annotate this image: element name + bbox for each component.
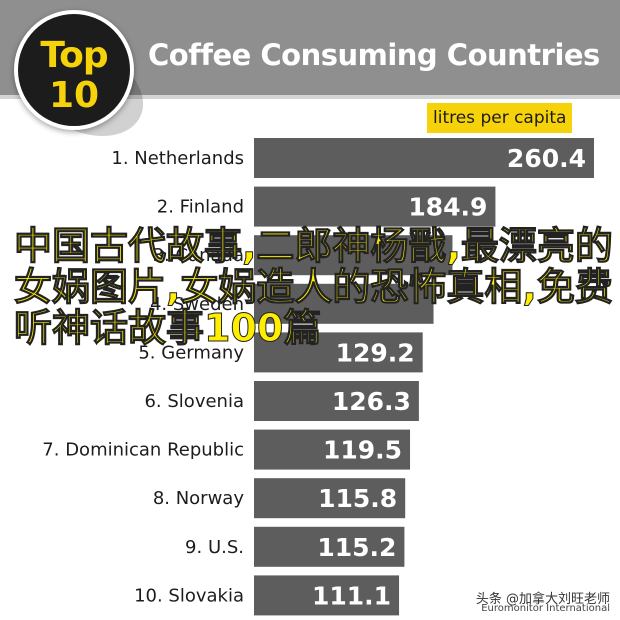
category-label-8: 8. Norway [153,488,245,509]
value-label-1: 260.4 [507,144,586,173]
value-label-8: 115.8 [318,484,397,513]
header-divider [0,95,620,99]
value-label-6: 126.3 [332,387,411,416]
value-label-7: 119.5 [323,436,402,465]
badge-top-label: Top [40,35,108,76]
category-label-4: 4. Sweden [150,294,244,315]
bar-5 [254,332,423,373]
category-label-2: 2. Finland [157,197,244,218]
bar-3 [254,235,453,276]
source-label: Euromonitor International [481,603,610,614]
value-label-2: 184.9 [408,193,487,222]
bar-1 [254,138,594,178]
value-label-10: 111.1 [312,581,391,610]
overlay-text: 中国古代故事,二郎神杨戬,最漂亮的女娲图片,女娲造人的恐怖真相,免费听神话故事1… [14,224,614,350]
bar-9 [254,526,405,567]
unit-label: litres per capita [427,103,573,133]
category-label-7: 7. Dominican Republic [42,440,244,461]
watermark: 头条 @加拿大刘旺老师 [475,592,610,607]
top-10-badge: Top 10 [14,10,134,130]
bar-10 [254,575,400,616]
category-label-9: 9. U.S. [185,537,244,558]
category-label-3: 3. Canada [153,245,244,266]
bar-2 [254,186,496,227]
category-label-6: 6. Slovenia [144,391,244,412]
category-label-10: 10. Slovakia [134,585,244,606]
bar-4 [254,283,434,324]
category-label-5: 5. Germany [138,342,244,363]
value-label-5: 129.2 [336,338,415,367]
chart-title: Coffee Consuming Countries [148,38,600,72]
category-label-1: 1. Netherlands [111,148,244,169]
badge-number: 10 [48,75,100,116]
bar-6 [254,381,419,421]
bar-7 [254,429,411,470]
value-label-9: 115.2 [317,533,396,562]
bar-8 [254,478,406,519]
